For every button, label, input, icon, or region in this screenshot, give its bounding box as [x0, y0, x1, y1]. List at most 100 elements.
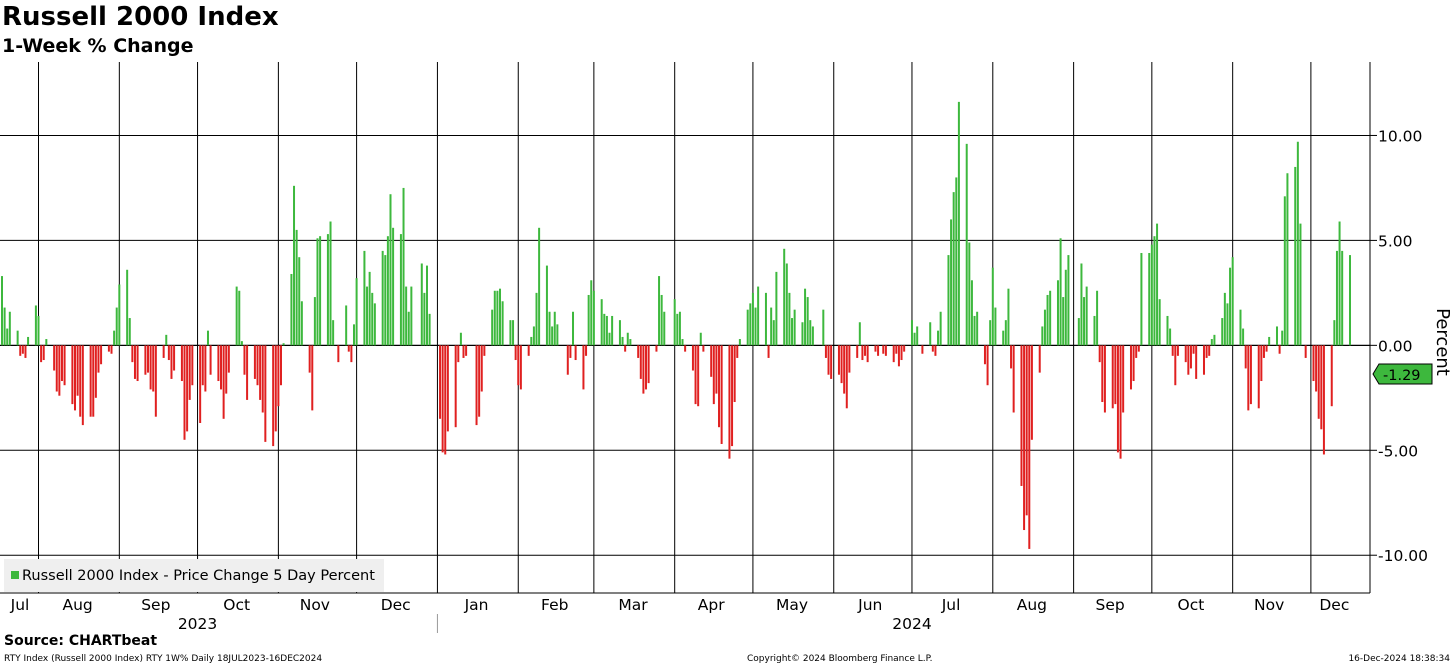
bar: [728, 345, 731, 459]
bar: [840, 345, 843, 384]
x-tick-label: Jul: [10, 596, 30, 614]
bar: [222, 345, 225, 419]
bar: [660, 294, 663, 346]
x-tick-label: Jun: [857, 596, 882, 614]
bar: [199, 345, 202, 423]
bar: [699, 332, 702, 346]
bar: [441, 345, 444, 453]
bar: [764, 292, 767, 346]
bar: [191, 345, 194, 386]
bar: [272, 345, 275, 447]
bar: [1189, 345, 1192, 369]
bar: [785, 263, 788, 346]
bar: [113, 330, 116, 346]
bar: [253, 345, 256, 379]
bar: [183, 345, 186, 440]
bar: [290, 273, 293, 346]
chart-title: Russell 2000 Index: [2, 2, 279, 32]
bar: [767, 345, 770, 358]
x-tick-label: Aug: [1017, 596, 1047, 614]
bar: [720, 345, 723, 444]
bar: [691, 345, 694, 371]
bar: [37, 315, 40, 346]
x-tick-label: Nov: [1254, 596, 1284, 614]
bar: [1150, 244, 1153, 346]
bar: [63, 345, 66, 386]
bar: [313, 297, 316, 346]
bar: [1059, 238, 1062, 346]
x-tick-label: Jan: [464, 596, 489, 614]
bar: [574, 345, 577, 361]
bar: [491, 309, 494, 346]
bar: [27, 336, 30, 346]
bar: [1202, 345, 1205, 375]
bar: [994, 307, 997, 346]
bar: [162, 345, 165, 358]
bar: [947, 255, 950, 346]
bar: [955, 177, 958, 346]
bar: [1244, 345, 1247, 369]
bar: [1208, 345, 1211, 356]
bar: [1025, 345, 1028, 516]
y-tick-label: -5.00: [1378, 442, 1418, 460]
bar: [569, 345, 572, 358]
bar: [590, 280, 593, 346]
bar: [1062, 297, 1065, 346]
bar: [916, 326, 919, 346]
bar: [1320, 345, 1323, 430]
bar: [457, 345, 460, 363]
bar: [475, 345, 478, 426]
bar: [152, 345, 155, 392]
bar: [21, 345, 24, 354]
bar: [937, 330, 940, 346]
bar: [910, 320, 913, 346]
bar: [694, 345, 697, 405]
bar: [126, 269, 129, 346]
bar: [1286, 173, 1289, 346]
bar: [822, 309, 825, 346]
bar: [986, 345, 989, 386]
bar: [74, 345, 77, 411]
bar: [827, 345, 830, 375]
bar: [864, 345, 867, 356]
bar: [311, 345, 314, 411]
bar: [897, 345, 900, 367]
bar: [264, 345, 267, 442]
bar: [1299, 223, 1302, 346]
bar: [788, 292, 791, 346]
bar: [1184, 345, 1187, 363]
bar: [592, 290, 595, 346]
y-axis-ticks: -10.00 -5.00 0.00 5.00 10.00: [0, 62, 1428, 594]
bar: [366, 286, 369, 346]
bar: [204, 345, 207, 392]
bar: [154, 345, 157, 417]
bar: [332, 320, 335, 346]
bar: [1262, 345, 1265, 358]
bar: [848, 345, 851, 373]
bar: [76, 345, 79, 396]
bar: [1335, 250, 1338, 346]
bar: [678, 311, 681, 346]
bar: [806, 297, 809, 346]
last-value-badge: -1.29: [1372, 363, 1433, 385]
bar: [793, 309, 796, 346]
bar: [983, 345, 986, 365]
bar: [115, 307, 118, 346]
bar: [1330, 345, 1333, 407]
bar: [715, 345, 718, 394]
bar: [282, 343, 285, 346]
bar: [1135, 345, 1138, 358]
y-tick-label: 10.00: [1378, 127, 1422, 145]
legend-swatch: [11, 571, 19, 579]
bar: [1213, 334, 1216, 346]
bar: [1296, 141, 1299, 346]
bar: [572, 311, 575, 346]
bar: [585, 345, 588, 356]
bar: [1038, 345, 1041, 373]
bar: [1281, 330, 1284, 346]
bar: [45, 339, 48, 346]
bar: [921, 345, 924, 354]
bar: [277, 345, 280, 407]
bar: [532, 326, 535, 346]
bar: [144, 345, 147, 375]
